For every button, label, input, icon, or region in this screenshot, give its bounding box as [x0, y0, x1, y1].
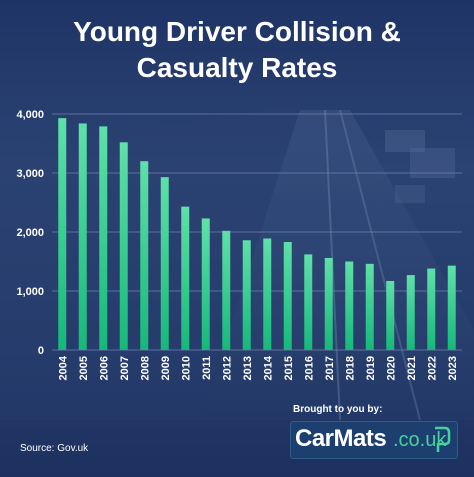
bar-2008 [140, 161, 149, 350]
x-tick-label: 2006 [98, 356, 110, 380]
bar-2016 [304, 254, 313, 350]
bar-2017 [324, 257, 333, 350]
title-line-2: Casualty Rates [136, 52, 338, 83]
carmats-logo[interactable]: CarMats .co.uk [290, 421, 458, 459]
bar-2010 [181, 206, 190, 350]
bar-2012 [222, 230, 231, 350]
y-tick-label: 4,000 [16, 109, 44, 121]
x-tick-label: 2010 [180, 356, 192, 380]
y-tick-label: 0 [38, 345, 44, 357]
bar-2013 [242, 240, 251, 350]
chart-title: Young Driver Collision & Casualty Rates [0, 14, 474, 86]
gridlines [52, 113, 462, 351]
x-tick-label: 2007 [119, 356, 131, 380]
title-line-1: Young Driver Collision & [73, 16, 401, 47]
bar-2018 [345, 261, 354, 350]
carmats-flag-icon [435, 426, 451, 452]
bar-2007 [119, 142, 128, 350]
x-tick-label: 2021 [406, 356, 418, 380]
y-tick-label: 3,000 [16, 168, 44, 180]
x-tick-label: 2017 [324, 356, 336, 380]
bar-2004 [58, 118, 67, 350]
bar-2022 [427, 268, 436, 350]
bar-2009 [160, 177, 169, 350]
bar-2006 [99, 126, 108, 350]
x-tick-label: 2023 [447, 356, 459, 380]
x-tick-label: 2013 [242, 356, 254, 380]
sponsor-text: Brought to you by: [293, 404, 383, 415]
x-tick-label: 2014 [262, 355, 274, 380]
bar-2019 [365, 263, 374, 350]
y-tick-label: 1,000 [16, 286, 44, 298]
bar-2015 [283, 242, 292, 350]
x-tick-label: 2008 [139, 356, 151, 380]
x-tick-label: 2009 [160, 356, 172, 380]
x-tick-label: 2012 [221, 356, 233, 380]
x-axis-ticks: 2004 2005 2006 2007 2008 2009 2010 2011 2012 2013… [57, 355, 459, 380]
x-tick-label: 2015 [283, 356, 295, 380]
x-tick-label: 2018 [344, 356, 356, 380]
bar-2014 [263, 238, 272, 350]
x-tick-label: 2016 [303, 356, 315, 380]
source-label: Source: Gov.uk [20, 443, 89, 454]
bar-2023 [447, 265, 456, 350]
bar-2011 [201, 218, 210, 350]
x-tick-label: 2011 [201, 356, 213, 380]
x-tick-label: 2004 [57, 355, 69, 380]
logo-domain: .co.uk [393, 429, 447, 451]
x-tick-label: 2019 [365, 356, 377, 380]
bar-2021 [406, 275, 415, 350]
y-tick-label: 2,000 [16, 227, 44, 239]
bar-2005 [78, 123, 87, 350]
x-tick-label: 2005 [78, 356, 90, 380]
bar-2020 [386, 280, 395, 350]
x-tick-label: 2022 [426, 356, 438, 380]
y-axis-ticks: 0 1,000 2,000 3,000 4,000 [16, 109, 44, 357]
logo-brand: CarMats [295, 425, 387, 452]
bars [58, 118, 456, 350]
x-tick-label: 2020 [385, 356, 397, 380]
